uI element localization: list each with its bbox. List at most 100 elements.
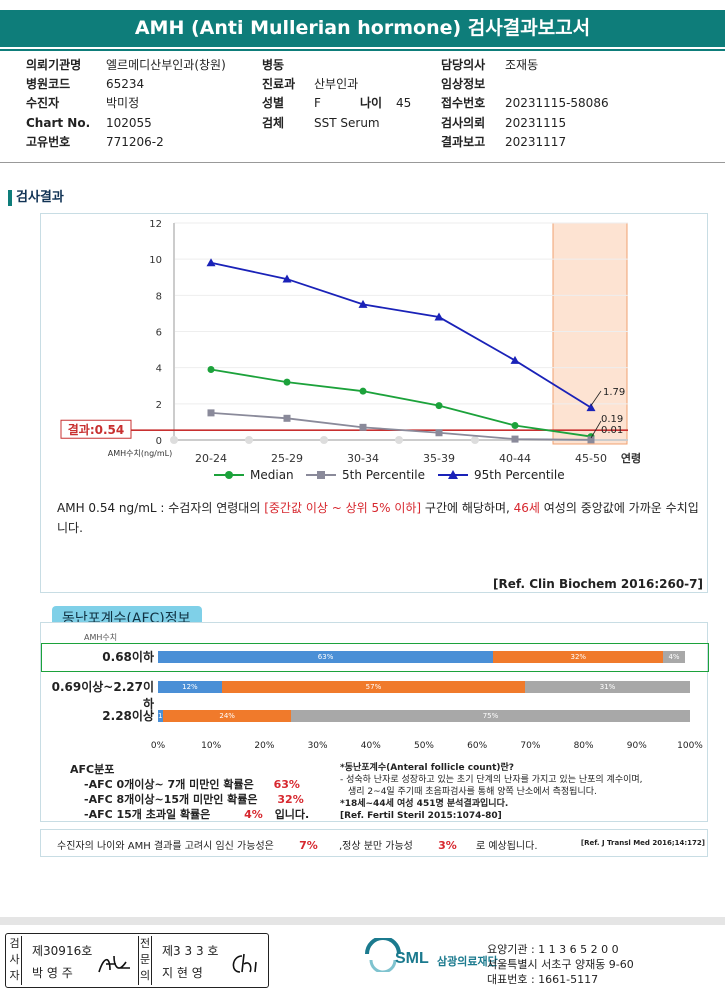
legend-marker	[317, 471, 325, 479]
afc-bar-segment: 12%	[158, 681, 222, 693]
summary-a: 수진자의 나이와 AMH 결과를 고려시 임신 가능성은	[57, 841, 274, 852]
label-clinical: 임상정보	[441, 77, 486, 91]
signature-box: 검사자 제30916호 박 영 주 전문의 제3 3 3 호 지 현 영	[5, 933, 269, 988]
afc-note: - 성숙하 난자로 성장하고 있는 초기 단계의 난자를 가지고 있는 난포의 …	[340, 775, 643, 785]
afc-row-label: 0.68이하	[102, 650, 154, 664]
afc-tick-label: 0%	[150, 741, 166, 751]
afc-dist-text: -AFC 15개 초과일 확률은	[84, 808, 211, 821]
specialist-tag: 전문의	[138, 936, 152, 985]
inspector-no: 제30916호	[32, 944, 93, 958]
specialist-name: 지 현 영	[162, 966, 203, 980]
value-hospital: 엘르메디산부인과(창원)	[106, 58, 226, 72]
y-tick-label: 6	[156, 328, 162, 339]
data-point	[359, 387, 367, 395]
sml-emblem-icon	[365, 938, 401, 972]
value-age: 45	[396, 96, 412, 110]
specialist-signature	[232, 953, 257, 973]
afc-dist-tail: 입니다.	[274, 808, 310, 821]
axis-dot	[245, 436, 253, 444]
label-specimen: 검체	[262, 116, 285, 130]
afc-note: *동난포계수(Anteral follicle count)란?	[340, 763, 514, 773]
inspector-name: 박 영 주	[32, 966, 73, 980]
axis-dot	[170, 436, 178, 444]
y-tick-label: 4	[156, 364, 162, 375]
afc-bar-segment: 4%	[663, 651, 685, 663]
y-axis-label: AMH수치(ng/mL)	[108, 449, 172, 458]
afc-note: [Ref. Fertil Steril 2015:1074-80]	[340, 811, 502, 821]
section-title: 검사결과	[8, 186, 64, 206]
y-tick-label: 0	[156, 436, 162, 447]
afc-row-label: 0.69이상~2.27이하	[51, 680, 154, 711]
summary-e: 로 예상됩니다.	[475, 841, 538, 852]
afc-tick-label: 10%	[201, 741, 222, 751]
data-point	[283, 378, 291, 386]
afc-dist-title: AFC분포	[70, 763, 115, 776]
afc-note: 생리 2~4일 주기때 초음파검사를 통해 양쪽 난소에서 측정됩니다.	[348, 787, 597, 797]
x-tick-label: 30-34	[347, 452, 379, 465]
inspector-signature	[98, 955, 130, 973]
afc-tick-label: 90%	[626, 741, 647, 751]
comment-p1: AMH 0.54 ng/mL : 수검자의 연령대의	[57, 501, 265, 515]
label-request-date: 검사의뢰	[441, 116, 486, 130]
y-tick-label: 2	[156, 400, 162, 411]
end-label: 0.01	[601, 425, 623, 436]
data-point	[511, 435, 519, 443]
legend-label: Median	[250, 468, 294, 482]
x-tick-label: 20-24	[195, 452, 227, 465]
section-bar	[8, 189, 12, 206]
patient-info: 의뢰기관명 엘르메디산부인과(창원) 병원코드 65234 수진자 박미정 Ch…	[0, 56, 725, 156]
label-receipt-no: 접수번호	[441, 96, 486, 110]
axis-dot	[471, 436, 479, 444]
afc-dist-row: -AFC 15개 초과일 확률은 4% 입니다.	[70, 807, 309, 822]
inspector-tag: 검사자	[8, 936, 22, 985]
afc-dist-pct: 32%	[277, 793, 304, 806]
data-point	[283, 414, 291, 422]
result-comment: AMH 0.54 ng/mL : 수검자의 연령대의 [중간값 이상 ~ 상위 …	[57, 498, 707, 538]
data-point	[435, 402, 443, 410]
institution-phone: 대표번호 : 1661-5117	[487, 973, 599, 986]
end-label-leader	[590, 420, 602, 439]
value-unique-no: 771206-2	[106, 135, 164, 149]
summary-line: 수진자의 나이와 AMH 결과를 고려시 임신 가능성은 7% ,정상 분만 가…	[57, 837, 538, 852]
chart-reference: [Ref. Clin Biochem 2016:260-7]	[493, 577, 703, 591]
footer-bar	[0, 917, 725, 925]
label-doctor: 담당의사	[441, 58, 486, 72]
label-hospital-code: 병원코드	[26, 77, 71, 91]
legend-label: 95th Percentile	[474, 468, 565, 482]
value-receipt-no: 20231115-58086	[505, 96, 609, 110]
x-tick-label: 35-39	[423, 452, 455, 465]
label-ward: 병동	[262, 58, 285, 72]
data-point	[207, 365, 215, 373]
value-patient: 박미정	[106, 96, 140, 110]
series-line	[210, 411, 592, 441]
label-chart-no: Chart No.	[26, 116, 91, 130]
result-label-box	[60, 419, 132, 439]
comment-range: [중간값 이상 ~ 상위 5% 이하]	[264, 501, 422, 515]
afc-bar-segment: 32%	[493, 651, 664, 663]
x-tick-label: 45-50	[575, 452, 607, 465]
afc-dist-text: -AFC 8개이상~15개 미만인 확률은	[84, 793, 258, 806]
data-point	[434, 312, 444, 321]
summary-ref: [Ref. J Transl Med 2016;14:172]	[580, 839, 705, 847]
y-tick-label: 12	[149, 219, 162, 230]
value-dept: 산부인과	[314, 77, 359, 91]
legend-marker	[448, 470, 458, 479]
section-title-text: 검사결과	[16, 190, 64, 205]
afc-tick-label: 70%	[520, 741, 541, 751]
data-point	[206, 258, 216, 267]
legend-marker	[225, 471, 233, 479]
data-point	[510, 355, 520, 364]
afc-bar-segment: 57%	[221, 681, 526, 693]
label-sex: 성별	[262, 96, 285, 110]
end-label-leader	[590, 390, 602, 406]
afc-tick-label: 50%	[413, 741, 434, 751]
afc-dist-text: -AFC 0개이상~ 7개 미만인 확률은	[84, 778, 254, 791]
afc-tick-label: 60%	[467, 741, 488, 751]
data-point	[587, 436, 595, 444]
afc-dist-row: -AFC 0개이상~ 7개 미만인 확률은 63%	[70, 777, 309, 792]
value-specimen: SST Serum	[314, 116, 380, 130]
value-doctor: 조재동	[505, 58, 539, 72]
end-label: 0.19	[601, 414, 623, 425]
title-underline	[0, 49, 725, 51]
institution-address: 서울특별시 서초구 양재동 9-60	[487, 958, 634, 971]
